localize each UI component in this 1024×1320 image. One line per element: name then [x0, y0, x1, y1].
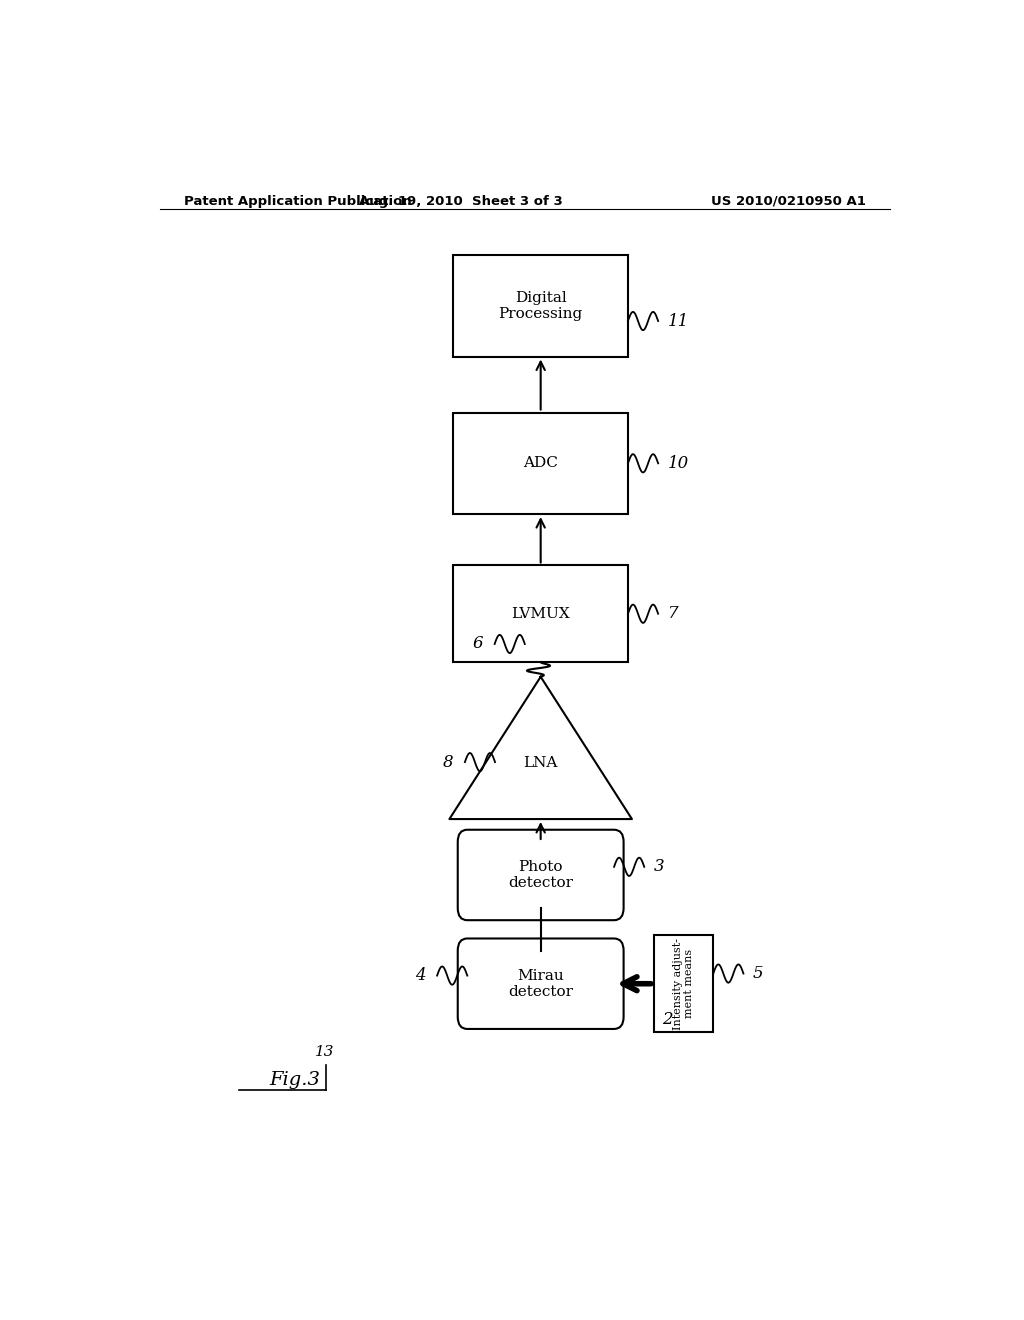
FancyBboxPatch shape [454, 255, 628, 356]
Text: Intensity adjust-
ment means: Intensity adjust- ment means [673, 937, 694, 1030]
FancyBboxPatch shape [458, 939, 624, 1030]
Text: 3: 3 [653, 858, 665, 875]
Text: ADC: ADC [523, 457, 558, 470]
Text: Mirau
detector: Mirau detector [508, 969, 573, 999]
Text: 10: 10 [668, 455, 689, 471]
Text: LVMUX: LVMUX [511, 607, 570, 620]
FancyBboxPatch shape [454, 413, 628, 515]
Text: 13: 13 [314, 1045, 334, 1059]
Text: US 2010/0210950 A1: US 2010/0210950 A1 [712, 194, 866, 207]
Text: Patent Application Publication: Patent Application Publication [183, 194, 412, 207]
Text: 5: 5 [753, 965, 764, 982]
Text: Digital
Processing: Digital Processing [499, 290, 583, 321]
FancyBboxPatch shape [454, 565, 628, 663]
Text: 6: 6 [472, 635, 482, 652]
Text: LNA: LNA [523, 756, 558, 770]
Text: 4: 4 [415, 968, 425, 985]
FancyBboxPatch shape [653, 936, 714, 1032]
FancyBboxPatch shape [458, 830, 624, 920]
Text: Photo
detector: Photo detector [508, 859, 573, 890]
Text: Fig.3: Fig.3 [269, 1072, 321, 1089]
Text: 11: 11 [668, 313, 689, 330]
Text: 8: 8 [442, 754, 453, 771]
Polygon shape [450, 677, 632, 818]
Text: Aug. 19, 2010  Sheet 3 of 3: Aug. 19, 2010 Sheet 3 of 3 [359, 194, 563, 207]
Text: 7: 7 [668, 606, 678, 622]
Text: 2: 2 [662, 1011, 673, 1028]
